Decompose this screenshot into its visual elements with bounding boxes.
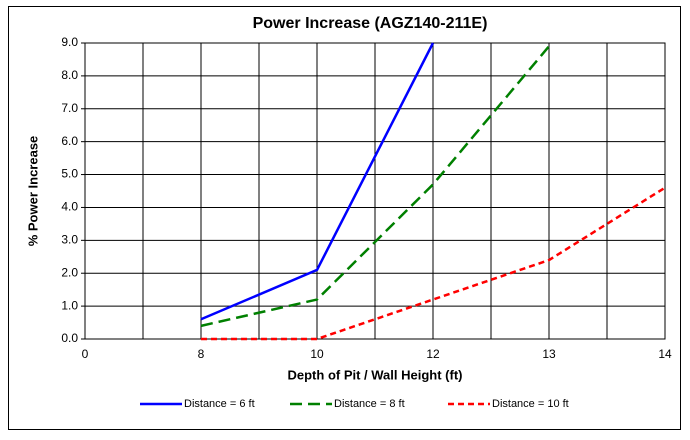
y-tick-label: 2.0: [61, 265, 78, 279]
x-tick-label: 12: [426, 347, 440, 361]
y-tick-label: 6.0: [61, 134, 78, 148]
legend-label: Distance = 8 ft: [334, 398, 405, 410]
series-line: [200, 45, 550, 328]
x-tick-label: 0: [82, 347, 89, 361]
series-line: [200, 42, 435, 321]
y-tick-label: 8.0: [61, 68, 78, 82]
y-tick-label: 9.0: [61, 35, 78, 49]
y-tick-label: 0.0: [61, 331, 78, 345]
plot-border: [84, 42, 666, 340]
y-tick-label: 4.0: [61, 200, 78, 214]
legend-label: Distance = 10 ft: [492, 398, 569, 410]
chart-title: Power Increase (AGZ140-211E): [253, 15, 488, 32]
x-axis-title: Depth of Pit / Wall Height (ft): [288, 367, 463, 382]
x-tick-label: 8: [198, 347, 205, 361]
y-tick-label: 7.0: [61, 101, 78, 115]
y-axis-title: % Power Increase: [25, 136, 40, 247]
x-tick-label: 10: [310, 347, 324, 361]
y-tick-label: 5.0: [61, 167, 78, 181]
y-tick-label: 1.0: [61, 298, 78, 312]
x-tick-label: 14: [658, 347, 672, 361]
y-tick-label: 3.0: [61, 233, 78, 247]
x-tick-label: 13: [542, 347, 556, 361]
legend-label: Distance = 6 ft: [184, 398, 255, 410]
